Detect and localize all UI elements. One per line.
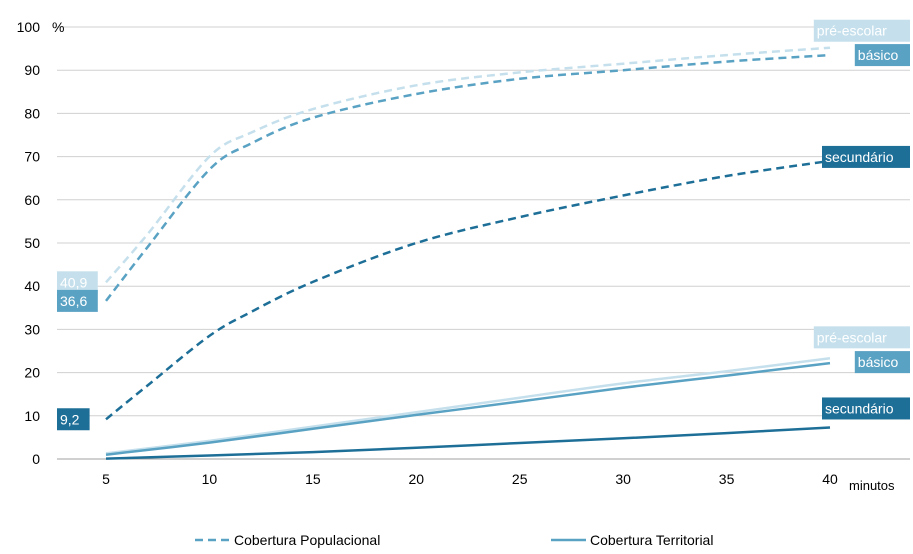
start-label-box xyxy=(57,408,90,431)
end-label-box xyxy=(813,326,910,349)
x-tick-label: 25 xyxy=(512,471,528,487)
end-label: pré-escolar xyxy=(817,23,887,39)
y-tick-label: 80 xyxy=(24,105,40,121)
series-line-territorial-4 xyxy=(105,361,831,456)
series-line-territorial-5 xyxy=(105,426,831,460)
series-line-populacional-1 xyxy=(105,53,831,302)
y-unit-label: % xyxy=(52,19,64,35)
y-tick-label: 60 xyxy=(24,192,40,208)
legend-label: Cobertura Populacional xyxy=(234,532,380,548)
y-tick-label: 100 xyxy=(17,19,41,35)
end-label: básico xyxy=(858,354,899,370)
end-label-box xyxy=(822,397,910,420)
end-label: secundário xyxy=(825,400,894,416)
y-tick-label: 0 xyxy=(32,451,40,467)
x-tick-label: 20 xyxy=(408,471,424,487)
data-labels: pré-escolar 40,9 básico 36,6 secundário 9,2 pr… xyxy=(57,19,910,431)
end-label-box xyxy=(854,351,910,374)
series-line-populacional-2 xyxy=(105,159,831,421)
x-tick-label: 10 xyxy=(202,471,218,487)
start-label: 40,9 xyxy=(60,274,87,290)
end-label: secundário xyxy=(825,149,894,165)
start-label: 36,6 xyxy=(60,293,87,309)
end-label-box xyxy=(854,44,910,67)
y-tick-label: 20 xyxy=(24,365,40,381)
legend-label: Cobertura Territorial xyxy=(590,532,713,548)
series-lines xyxy=(105,46,831,460)
start-label-box xyxy=(57,271,98,294)
x-tick-label: 5 xyxy=(102,471,110,487)
series-line-populacional-0 xyxy=(105,46,831,284)
y-tick-label: 30 xyxy=(24,321,40,337)
y-tick-label: 40 xyxy=(24,278,40,294)
y-tick-label: 50 xyxy=(24,235,40,251)
start-label-box xyxy=(57,289,98,312)
start-label: 9,2 xyxy=(60,411,80,427)
end-label-box xyxy=(813,19,910,42)
y-tick-label: 10 xyxy=(24,408,40,424)
gridlines xyxy=(57,26,910,417)
y-tick-label: 90 xyxy=(24,62,40,78)
series-line-territorial-3 xyxy=(105,357,831,455)
legend: Cobertura Populacional Cobertura Territor… xyxy=(195,532,713,548)
y-tick-label: 70 xyxy=(24,149,40,165)
x-tick-label: 15 xyxy=(305,471,321,487)
x-tick-label: 35 xyxy=(719,471,735,487)
x-tick-label: 30 xyxy=(615,471,631,487)
end-label: básico xyxy=(858,47,899,63)
axes: 0 10 20 30 40 50 60 70 80 90 100 % 5 10 15 20 25 30 35 40 mi… xyxy=(17,19,910,493)
x-tick-label: 40 xyxy=(822,471,838,487)
x-axis-title: minutos xyxy=(849,478,895,493)
end-label-box xyxy=(822,145,910,168)
end-label: pré-escolar xyxy=(817,329,887,345)
